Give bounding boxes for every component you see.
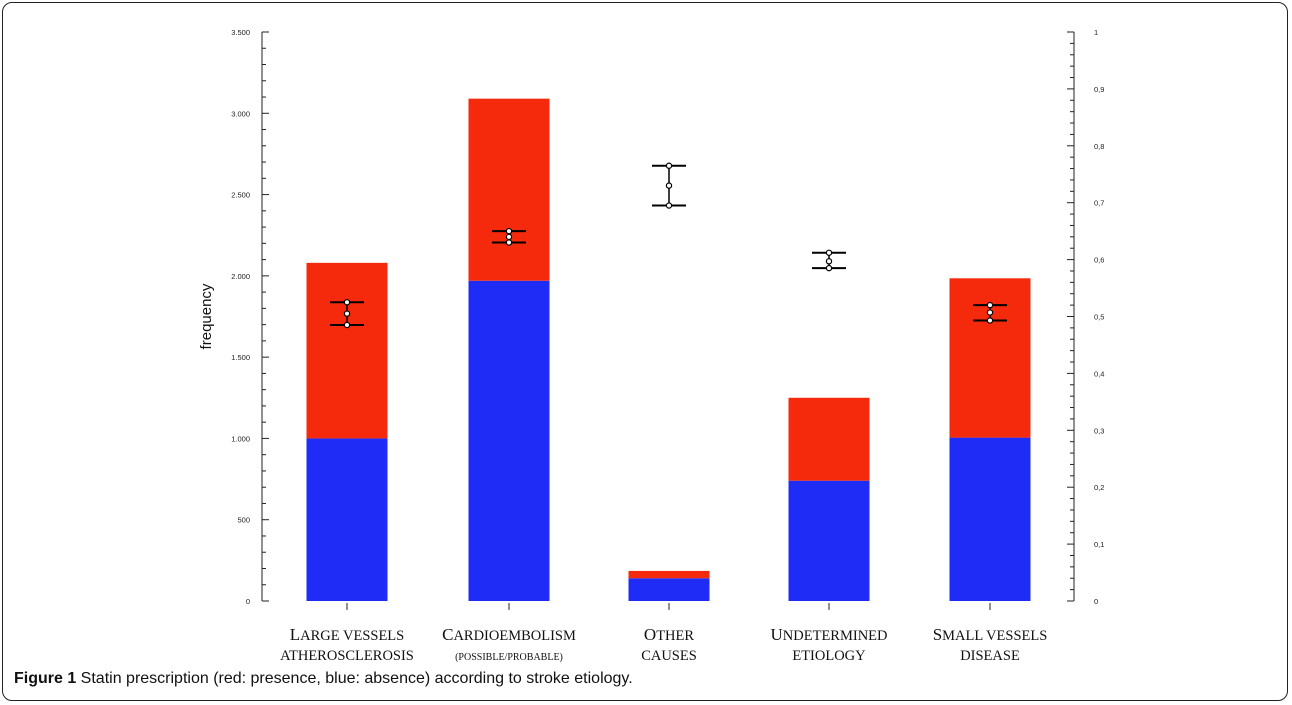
ci-bound-point — [505, 227, 513, 235]
y2-tick-label: 0 — [1094, 597, 1098, 606]
y-tick-label: 1.000 — [231, 434, 250, 443]
bar-absence — [949, 437, 1031, 601]
bar-absence — [788, 480, 870, 601]
ci-bound-point — [343, 299, 351, 306]
y2-tick-label: 0,9 — [1094, 85, 1104, 94]
ci-bound-point — [825, 249, 833, 256]
y2-tick-label: 0,4 — [1094, 369, 1104, 378]
ci-bound-point — [825, 264, 833, 272]
caption-text: Statin prescription (red: presence, blue… — [76, 670, 633, 687]
ci-point — [825, 258, 833, 265]
x-category-label: CARDIOEMBOLISM — [442, 625, 576, 644]
bar-presence — [628, 570, 710, 579]
y-tick-label: 500 — [237, 516, 250, 525]
y2-tick-label: 0,2 — [1094, 483, 1104, 492]
x-category-label: ETIOLOGY — [792, 648, 866, 664]
x-category-label: OTHER — [644, 625, 694, 644]
figure-caption: Figure 1 Statin prescription (red: prese… — [14, 670, 633, 688]
bar-absence — [468, 280, 550, 601]
bar-absence — [628, 578, 710, 601]
bar-presence — [468, 98, 550, 281]
x-category-label: LARGE VESSELS — [290, 625, 404, 644]
y2-tick-label: 0,8 — [1094, 142, 1104, 151]
x-category-label: SMALL VESSELS — [933, 625, 1048, 644]
x-category-label: (POSSIBLE/PROBABLE) — [455, 652, 563, 663]
y-tick-label: 3.500 — [231, 28, 250, 37]
y-axis-label: frequency — [198, 283, 215, 349]
ci-bound-point — [665, 202, 673, 209]
y2-tick-label: 0,1 — [1094, 540, 1104, 549]
ci-point — [665, 182, 673, 189]
y2-tick-label: 0,7 — [1094, 199, 1104, 208]
ci-bound-point — [343, 321, 351, 329]
y-tick-label: 0 — [246, 597, 250, 606]
x-category-label: CAUSES — [641, 648, 697, 664]
y-tick-label: 1.500 — [231, 353, 250, 362]
ci-bound-point — [986, 301, 994, 309]
bar-presence — [788, 397, 870, 481]
ci-bound-point — [505, 239, 513, 246]
y2-tick-label: 0,6 — [1094, 256, 1104, 265]
x-category-label: UNDETERMINED — [771, 625, 888, 644]
ci-bound-point — [986, 317, 994, 324]
caption-label: Figure 1 — [14, 670, 77, 687]
y-tick-label: 3.000 — [231, 109, 250, 118]
ci-point — [343, 310, 351, 317]
y2-tick-label: 0,3 — [1094, 426, 1104, 435]
ci-point — [986, 309, 994, 316]
y2-tick-label: 1 — [1094, 28, 1098, 37]
ci-point — [505, 233, 513, 241]
y2-tick-label: 0,5 — [1094, 313, 1104, 322]
bar-absence — [306, 438, 388, 601]
ci-bound-point — [665, 162, 673, 169]
x-category-label: DISEASE — [960, 648, 1020, 664]
y-tick-label: 2.000 — [231, 272, 250, 281]
bar-presence — [306, 262, 388, 439]
y-tick-label: 2.500 — [231, 191, 250, 200]
x-category-label: ATHEROSCLEROSIS — [280, 648, 414, 664]
